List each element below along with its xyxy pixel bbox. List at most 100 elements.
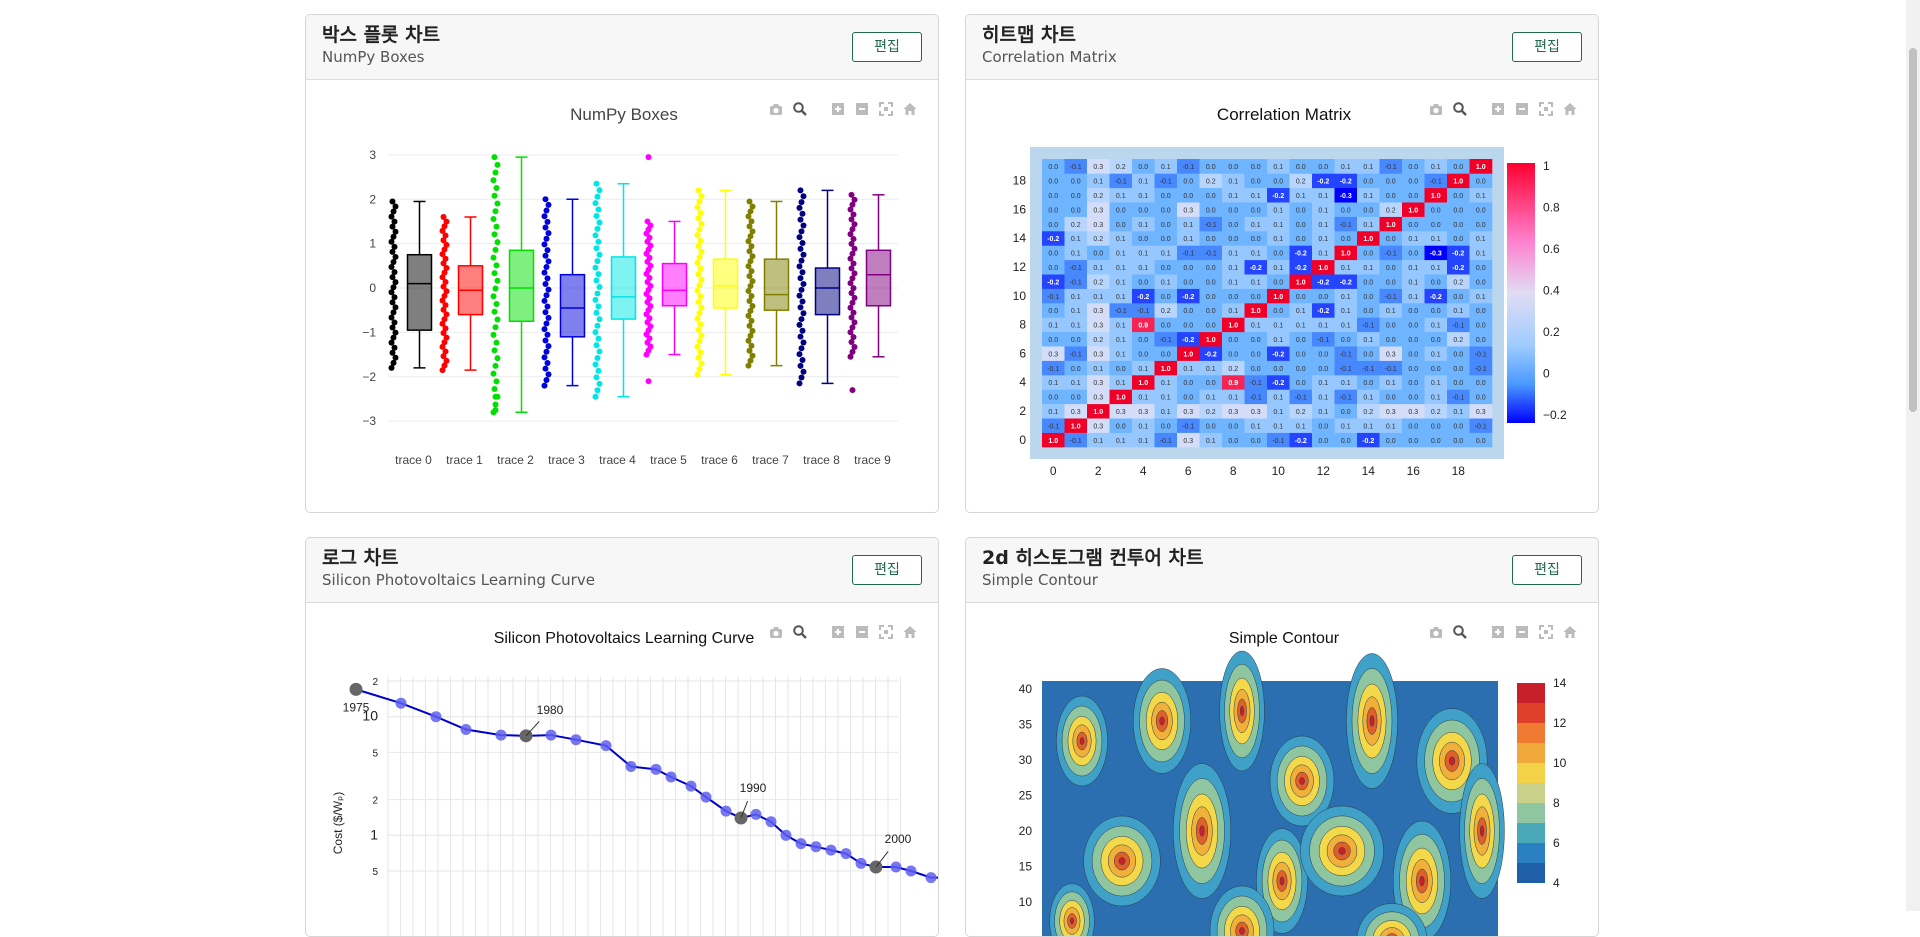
data-point bbox=[695, 288, 701, 294]
cell-value: -0.2 bbox=[1452, 265, 1464, 272]
data-point bbox=[595, 290, 601, 296]
data-point bbox=[493, 247, 499, 253]
data-point bbox=[695, 260, 701, 266]
chart-title: NumPy Boxes bbox=[570, 105, 678, 124]
cell-value: 0.2 bbox=[1363, 409, 1373, 416]
scrollbar-thumb[interactable] bbox=[1909, 48, 1917, 412]
cell-value: 0.0 bbox=[1048, 222, 1058, 229]
edit-button[interactable]: 편집 bbox=[1512, 555, 1582, 585]
cell-value: 0.0 bbox=[1318, 366, 1328, 373]
data-point bbox=[698, 266, 704, 272]
cell-value: 0.1 bbox=[1138, 265, 1148, 272]
cell-value: 0.0 bbox=[1408, 366, 1418, 373]
cell-value: 0.0 bbox=[1341, 207, 1351, 214]
cell-value: 0.2 bbox=[1093, 236, 1103, 243]
data-point bbox=[545, 247, 551, 253]
cell-value: 0.0 bbox=[1408, 164, 1418, 171]
cell-value: 0.0 bbox=[1116, 222, 1126, 229]
cell-value: 0.0 bbox=[1161, 236, 1171, 243]
cell-value: 0.3 bbox=[1093, 164, 1103, 171]
cell-value: 0.1 bbox=[1273, 323, 1283, 330]
y-tick-label: 1 bbox=[369, 237, 376, 251]
cell-value: 0.0 bbox=[1386, 395, 1396, 402]
colorbar-segment bbox=[1517, 723, 1545, 743]
cell-value: -0.1 bbox=[1362, 366, 1374, 373]
y-tick-label: 2 bbox=[1019, 404, 1026, 418]
page-scrollbar[interactable] bbox=[1906, 0, 1920, 911]
cell-value: 0.0 bbox=[1408, 351, 1418, 358]
cell-value: -0.2 bbox=[1295, 251, 1307, 258]
cell-value: 0.3 bbox=[1048, 351, 1058, 358]
cell-value: 0.1 bbox=[1408, 265, 1418, 272]
data-point bbox=[695, 204, 701, 210]
y-tick-label: 0 bbox=[369, 281, 376, 295]
cell-value: -0.1 bbox=[1070, 351, 1082, 358]
cell-value: 0.1 bbox=[1341, 380, 1351, 387]
data-point bbox=[545, 219, 551, 225]
cell-value: 0.1 bbox=[1116, 265, 1126, 272]
card-subtitle: Silicon Photovoltaics Learning Curve bbox=[322, 570, 922, 590]
cell-value: 1.0 bbox=[1341, 251, 1351, 258]
cell-value: 1.0 bbox=[1296, 279, 1306, 286]
data-point bbox=[749, 293, 755, 299]
contour-level bbox=[1070, 918, 1074, 924]
card-title: 히트맵 차트 bbox=[982, 23, 1582, 47]
cell-value: -0.1 bbox=[1430, 179, 1442, 186]
data-point bbox=[494, 378, 500, 384]
data-point bbox=[801, 222, 807, 228]
cell-value: 1.0 bbox=[1093, 409, 1103, 416]
colorbar-tick-label: −0.2 bbox=[1543, 408, 1567, 422]
y-tick-label: 2 bbox=[372, 796, 378, 807]
cell-value: 0.0 bbox=[1408, 323, 1418, 330]
data-point bbox=[696, 355, 702, 361]
cell-value: 0.1 bbox=[1318, 222, 1328, 229]
cell-value: 0.3 bbox=[1093, 423, 1103, 430]
cell-value: 0.1 bbox=[1093, 294, 1103, 301]
cell-value: 0.0 bbox=[1476, 308, 1486, 315]
cell-value: 0.1 bbox=[1341, 323, 1351, 330]
cell-value: 0.0 bbox=[1228, 294, 1238, 301]
cell-value: 0.1 bbox=[1116, 337, 1126, 344]
cell-value: 0.0 bbox=[1386, 193, 1396, 200]
contour-level bbox=[1299, 777, 1304, 784]
edit-button[interactable]: 편집 bbox=[852, 32, 922, 62]
data-point bbox=[546, 343, 552, 349]
cell-value: 0.0 bbox=[1386, 179, 1396, 186]
cell-value: -0.2 bbox=[1430, 294, 1442, 301]
cell-value: 0.0 bbox=[1453, 366, 1463, 373]
cell-value: 0.0 bbox=[1453, 294, 1463, 301]
cell-value: 0.1 bbox=[1228, 251, 1238, 258]
data-point bbox=[801, 310, 807, 316]
data-point bbox=[491, 255, 497, 261]
cell-value: 0.0 bbox=[1363, 351, 1373, 358]
contour-level bbox=[1080, 737, 1084, 744]
y-tick-label: 20 bbox=[1019, 824, 1033, 838]
edit-button[interactable]: 편집 bbox=[1512, 32, 1582, 62]
data-point bbox=[797, 322, 803, 328]
cell-value: -0.1 bbox=[1340, 395, 1352, 402]
cell-value: 0.0 bbox=[1206, 380, 1216, 387]
data-point bbox=[544, 321, 550, 327]
data-point bbox=[542, 326, 548, 332]
cell-value: 0.1 bbox=[1116, 193, 1126, 200]
cell-value: 0.0 bbox=[1206, 279, 1216, 286]
data-point bbox=[543, 196, 549, 202]
cell-value: -0.1 bbox=[1340, 366, 1352, 373]
cell-value: 0.1 bbox=[1318, 380, 1328, 387]
edit-button[interactable]: 편집 bbox=[852, 555, 922, 585]
cell-value: -0.2 bbox=[1317, 179, 1329, 186]
data-point bbox=[699, 360, 705, 366]
x-tick-label: 10 bbox=[1272, 464, 1286, 478]
box bbox=[816, 268, 840, 315]
contour-level bbox=[1420, 876, 1425, 886]
cell-value: 0.0 bbox=[1206, 164, 1216, 171]
data-point bbox=[461, 724, 472, 735]
cell-value: 0.0 bbox=[1273, 308, 1283, 315]
cell-value: 0.0 bbox=[1476, 323, 1486, 330]
cell-value: 0.1 bbox=[1071, 323, 1081, 330]
colorbar-tick-label: 0 bbox=[1543, 367, 1550, 381]
cell-value: 0.0 bbox=[1161, 423, 1171, 430]
data-point bbox=[545, 360, 551, 366]
colorbar-tick-label: 0.4 bbox=[1543, 284, 1560, 298]
